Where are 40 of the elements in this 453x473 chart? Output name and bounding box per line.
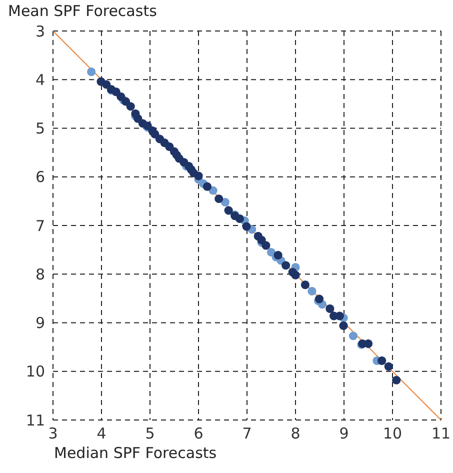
point xyxy=(202,182,212,191)
point xyxy=(242,222,251,231)
x-tick-label: 3 xyxy=(48,424,58,443)
x-tick-label: 9 xyxy=(339,424,349,443)
y-tick-label: 6 xyxy=(35,168,45,186)
point xyxy=(224,206,233,215)
point xyxy=(348,332,358,340)
y-axis-title: Mean SPF Forecasts xyxy=(8,2,157,20)
point xyxy=(194,172,203,180)
point xyxy=(214,194,224,204)
y-tick-label: 7 xyxy=(35,216,45,235)
y-tick-label: 11 xyxy=(26,411,45,430)
y-tick-label: 3 xyxy=(35,22,45,40)
x-tick-label: 5 xyxy=(145,424,155,443)
point xyxy=(291,270,300,280)
y-tick-label: 5 xyxy=(35,120,45,138)
point xyxy=(392,376,401,384)
x-tick-label: 11 xyxy=(431,424,451,443)
y-tick-label: 8 xyxy=(35,265,45,284)
point xyxy=(326,304,334,313)
x-tick-label: 10 xyxy=(382,424,402,443)
y-tick-label: 10 xyxy=(26,362,45,381)
point xyxy=(262,241,270,250)
x-tick-label: 4 xyxy=(96,424,106,443)
point xyxy=(384,362,393,371)
point xyxy=(282,261,290,270)
point xyxy=(87,68,96,76)
point xyxy=(339,321,348,330)
point xyxy=(308,286,316,296)
x-tick-label: 6 xyxy=(194,424,204,443)
point xyxy=(126,102,135,111)
point xyxy=(378,356,386,365)
x-axis-title: Median SPF Forecasts xyxy=(54,444,217,462)
point xyxy=(220,198,230,206)
x-tick-label: 7 xyxy=(242,424,252,443)
x-tick-label: 8 xyxy=(290,424,300,443)
point xyxy=(235,214,244,223)
point xyxy=(300,280,310,290)
y-tick-label: 4 xyxy=(35,70,45,89)
y-tick-label: 9 xyxy=(35,314,45,332)
